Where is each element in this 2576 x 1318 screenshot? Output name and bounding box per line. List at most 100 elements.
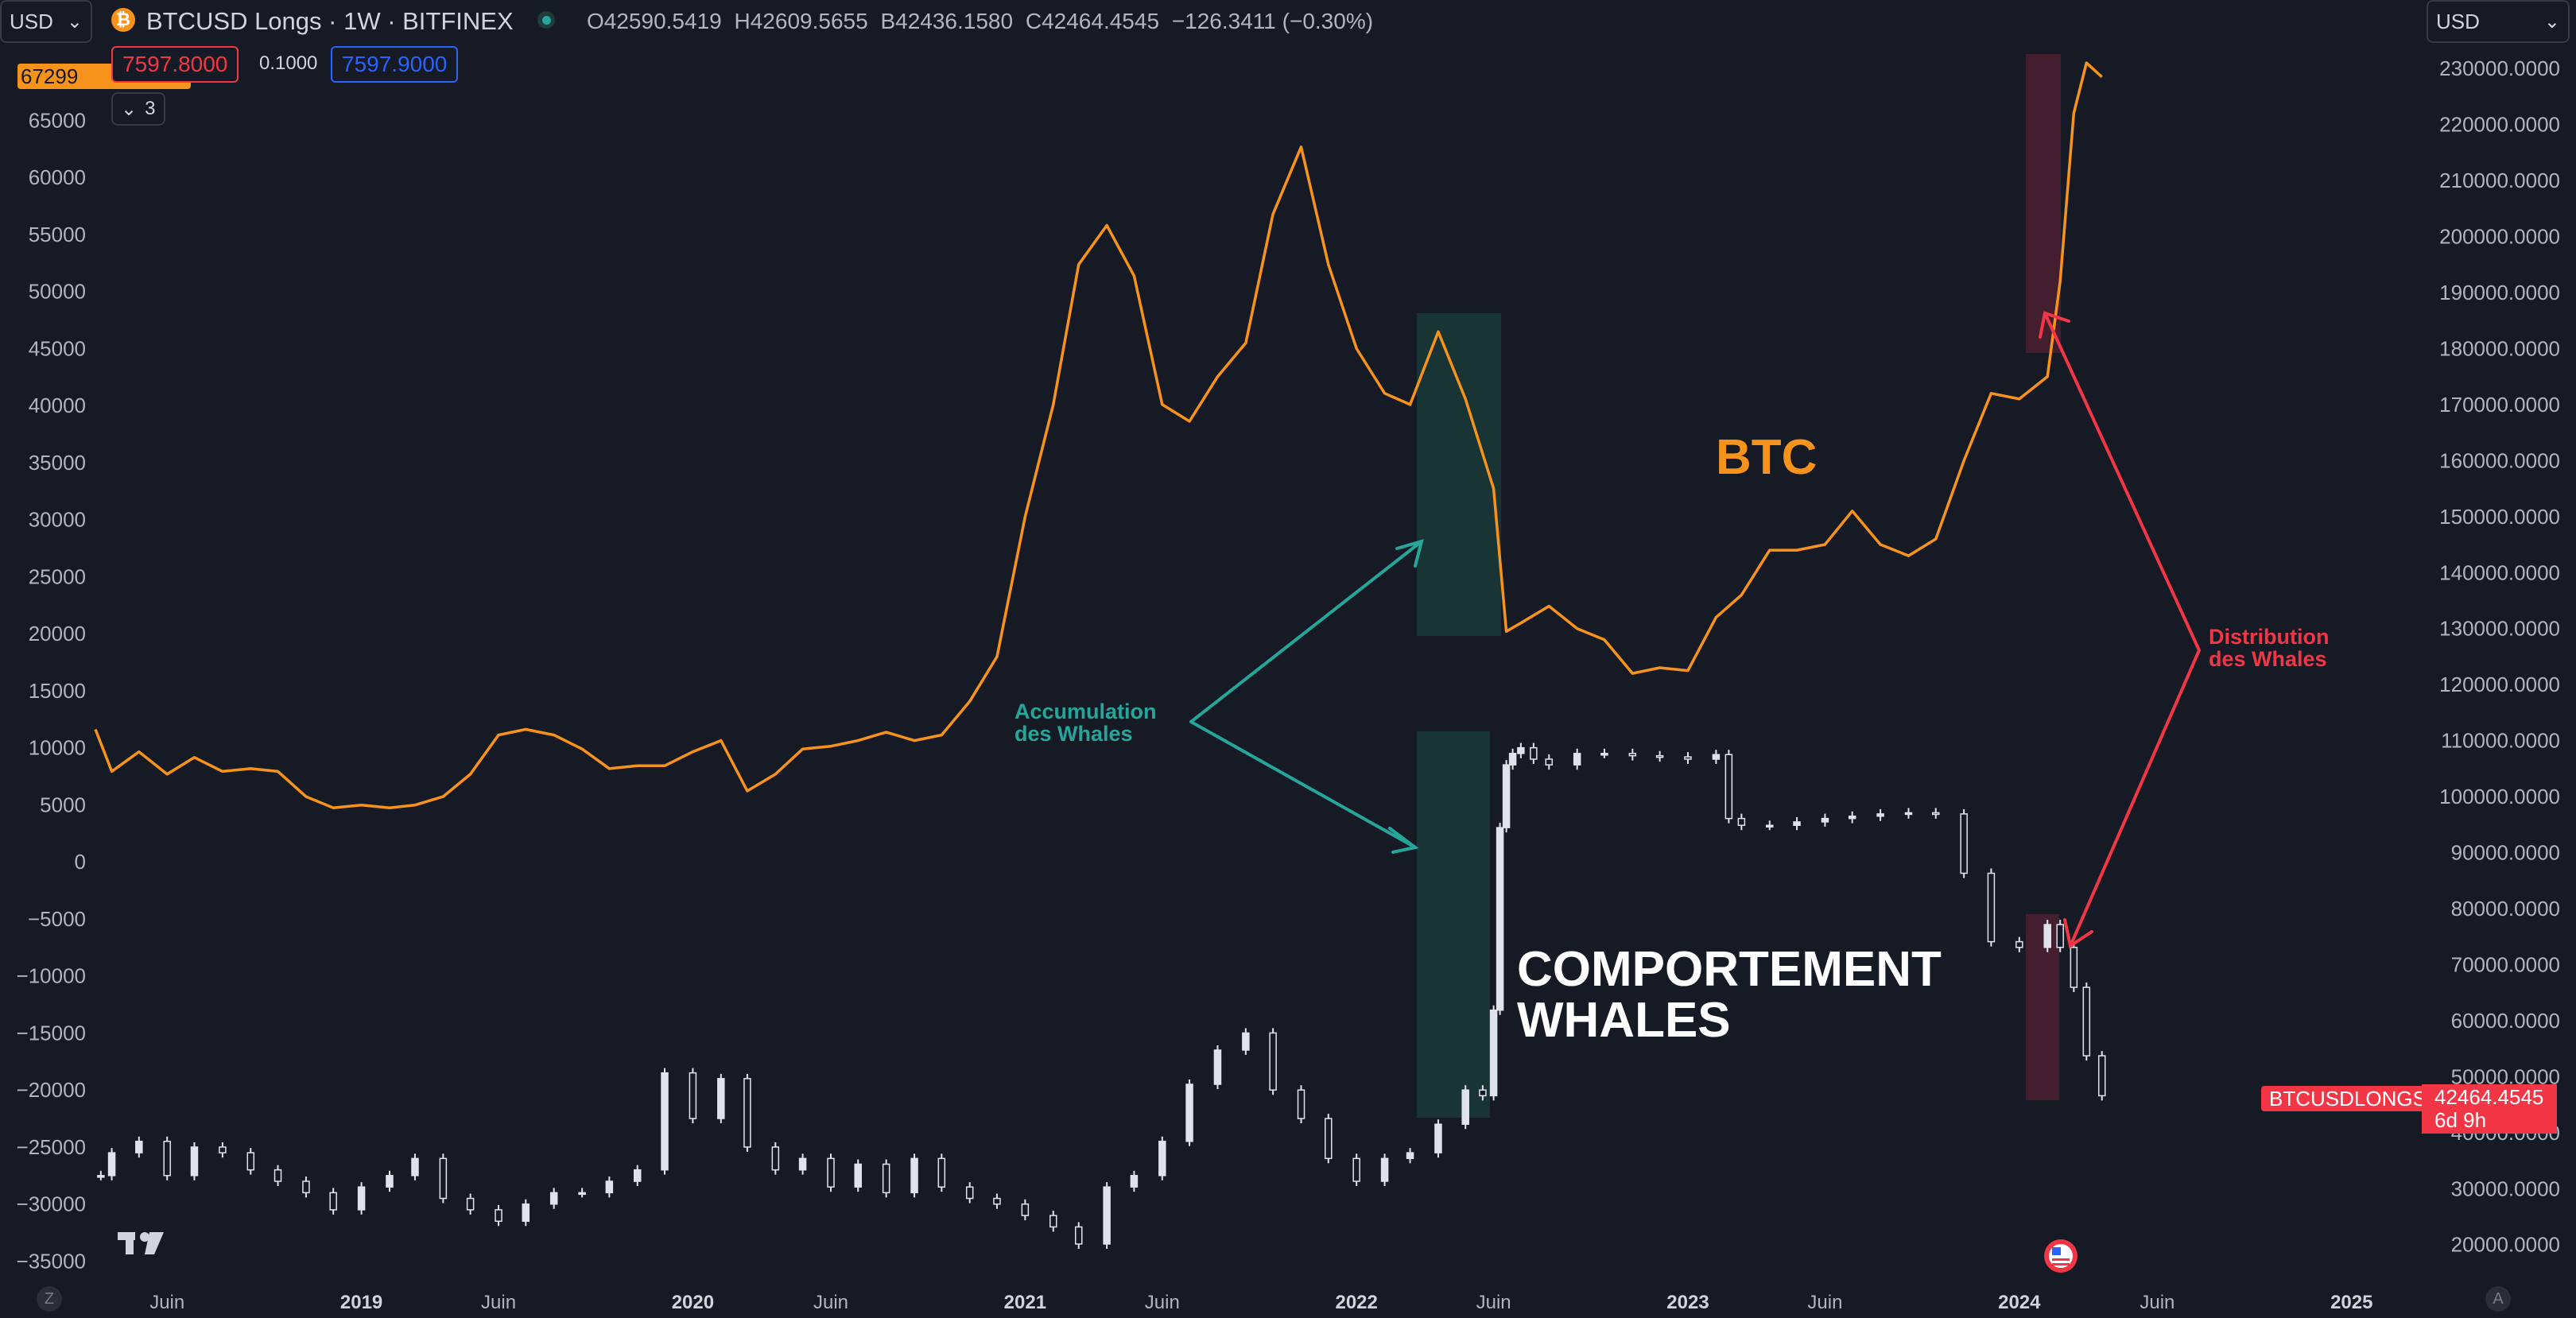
right-axis-tick: 60000.0000 [2451,1009,2560,1033]
right-axis-tick: 30000.0000 [2451,1177,2560,1200]
left-axis-tick: 20000 [29,622,86,645]
longs-candle [689,1072,697,1119]
right-axis-tick: 150000.0000 [2439,505,2560,529]
longs-candle [1489,1009,1498,1097]
btcusd-longs-candles [97,742,2106,1249]
longs-candle [1496,827,1504,1011]
longs-candle [1793,821,1801,826]
longs-candle [1502,764,1511,828]
longs-candle [2056,924,2064,948]
market-status-icon [537,11,555,29]
time-axis-tick: 2024 [1998,1292,2041,1313]
longs-candle [771,1146,780,1171]
longs-candle [1628,753,1637,757]
longs-candle [1213,1049,1222,1085]
time-axis-tick: Juin [1476,1292,1511,1313]
left-axis-tick: 50000 [29,280,86,304]
indicator-count: 3 [145,98,156,119]
chevron-down-icon: ⌄ [121,98,138,120]
longs-candle [882,1163,890,1194]
longs-candle [219,1146,227,1153]
longs-candle [1545,758,1554,766]
left-axis-tick: −25000 [17,1135,86,1159]
longs-candle [910,1157,918,1194]
longs-candle [2070,947,2078,988]
right-axis-tick: 190000.0000 [2439,281,2560,304]
low-value: 42436.1580 [895,9,1014,33]
longs-candle [1406,1152,1414,1160]
longs-candle [466,1197,475,1211]
open-value: 42590.5419 [603,9,722,33]
longs-candle [411,1157,419,1177]
longs-candle [135,1141,143,1153]
low-label: B [880,9,896,33]
accumulation-zone-longs [1417,731,1490,1118]
time-axis-tick: Juin [481,1292,516,1313]
longs-candle [1712,754,1721,760]
high-label: H [734,9,751,33]
currency-select-right[interactable]: USD ⌄ [2427,0,2570,43]
spread-value: 0.1000 [259,52,318,74]
symbol-title[interactable]: BTCUSD Longs · 1W · BITFINEX [146,7,514,35]
left-price-axis[interactable]: 6500060000550005000045000400003500030000… [17,108,86,1273]
longs-candle [717,1078,725,1119]
longs-candle [1185,1083,1193,1142]
longs-candle [1242,1032,1250,1051]
chevron-down-icon: ⌄ [66,10,83,33]
longs-candle [302,1180,310,1194]
distribution-annotation-line2: des Whales [2209,647,2327,671]
longs-candle [1766,824,1774,828]
longs-candle [1517,746,1525,754]
time-axis-tick: 2021 [1004,1292,1046,1313]
right-axis-tick: 70000.0000 [2451,952,2560,976]
right-axis-tick: 160000.0000 [2439,448,2560,472]
right-price-axis[interactable]: 230000.0000 220000.0000 210000.0000 200000.… [2439,56,2560,1257]
left-axis-tick: 60000 [29,165,86,189]
time-zoom-button[interactable]: Z [37,1286,62,1312]
left-axis-tick: −10000 [17,964,86,988]
longs-candle [1074,1226,1083,1245]
close-label: C [1025,9,1042,33]
bid-price-button[interactable]: 7597.8000 [111,46,239,83]
auto-scale-button[interactable]: A [2485,1286,2511,1312]
longs-candle [2082,987,2091,1056]
left-axis-tick: 55000 [29,223,86,246]
right-axis-tick: 100000.0000 [2439,785,2560,808]
longs-candle [495,1209,502,1222]
longs-candle [439,1157,448,1200]
left-axis-tick: 25000 [29,564,86,588]
longs-candle [605,1180,614,1194]
longs-candle [1049,1215,1057,1228]
left-axis-tick: 45000 [29,336,86,360]
right-axis-tick: 90000.0000 [2451,841,2560,865]
left-axis-tick: −15000 [17,1021,86,1045]
time-axis-tick: 2020 [672,1292,714,1313]
longs-candle [1103,1186,1111,1245]
left-axis-tick: −20000 [17,1078,86,1102]
accumulation-arrows [1189,539,1424,854]
tradingview-logo-icon [118,1232,164,1254]
accumulation-annotation-line1: Accumulation [1014,700,1157,723]
time-axis-tick: Juin [813,1292,848,1313]
longs-candle [522,1203,530,1222]
time-axis[interactable]: Juin 2019 Juin 2020 Juin 2021 Juin 2022 Juin 2023… [149,1292,2372,1313]
longs-candle [1821,817,1829,823]
longs-candle [854,1163,862,1188]
longs-candle [1434,1123,1442,1153]
distribution-annotation-line1: Distribution [2209,625,2329,649]
right-axis-tick: 80000.0000 [2451,897,2560,921]
longs-candle [1130,1175,1139,1188]
bitcoin-icon: ₿ [111,8,135,32]
longs-candle [1960,813,1968,874]
longs-candle [1021,1203,1030,1216]
longs-candle [2043,924,2051,948]
currency-select-left[interactable]: USD ⌄ [0,0,92,43]
left-axis-tick: 35000 [29,451,86,475]
longs-candle [190,1146,199,1177]
ask-price-button[interactable]: 7597.9000 [331,46,459,83]
chevron-down-icon: ⌄ [2543,10,2560,33]
indicator-collapse-button[interactable]: ⌄ 3 [111,92,165,126]
last-price-symbol-label: BTCUSDLONGS [2261,1086,2434,1111]
us-flag-event-icon[interactable] [2044,1239,2077,1273]
